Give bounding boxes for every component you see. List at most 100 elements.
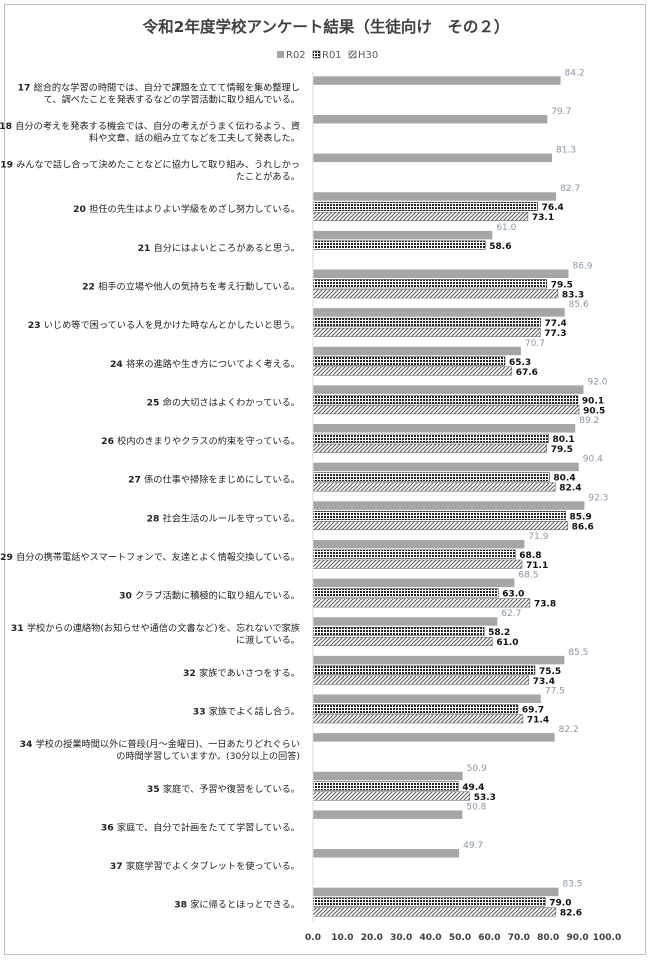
data-label-h30: 73.1 [532, 213, 554, 223]
x-tick-label: 50.0 [449, 933, 471, 943]
x-tick-label: 90.0 [566, 933, 588, 943]
x-tick-label: 40.0 [419, 933, 441, 943]
x-tick-label: 10.0 [331, 933, 353, 943]
category-labels: 17 総合的な学習の時間では、自分で課題を立てて情報を集め整理して、調べたことを… [0, 81, 300, 910]
data-label-r02: 77.5 [545, 687, 565, 697]
category-label: 料や文章、話の組み立てなどを工夫して発表した。 [89, 132, 300, 144]
bar-r02-q34 [313, 733, 555, 742]
x-tick-label: 20.0 [361, 933, 383, 943]
bar-h30-q33 [312, 714, 524, 724]
bar-r02-q25 [313, 385, 584, 394]
category-label: 17 総合的な学習の時間では、自分で課題を立てて情報を集め整理し [18, 81, 300, 93]
chart-title: 令和2年度学校アンケート結果（生徒向け その２） [142, 17, 510, 36]
data-label-h30: 77.3 [544, 329, 566, 339]
data-label-r02: 90.4 [583, 455, 603, 465]
bar-r02-q27 [313, 462, 579, 472]
bar-h30-q30 [312, 598, 531, 608]
data-label-r02: 49.7 [463, 841, 483, 851]
category-label: に渡している。 [236, 634, 300, 646]
data-label-r01: 79.5 [551, 281, 573, 291]
x-tick-label: 60.0 [478, 933, 500, 943]
category-label: て、調べたことを発表するなどの学習活動に取り組んでいる。 [44, 93, 300, 105]
data-label-r01: 65.3 [509, 358, 531, 368]
category-label: 24 将来の進路や生き方についてよく考える。 [110, 358, 300, 370]
data-label-h30: 73.4 [533, 677, 555, 687]
category-label: 35 家庭で、予習や復習をしている。 [147, 783, 300, 795]
bar-r01-q24 [312, 356, 506, 366]
data-label-r02: 61.0 [496, 223, 516, 233]
bar-r02-q19 [313, 153, 553, 163]
bar-r02-q31 [313, 617, 498, 626]
bar-h30-q29 [312, 559, 523, 569]
bar-r02-q36 [313, 810, 463, 819]
data-label-r02: 92.0 [587, 377, 607, 387]
category-label: 30 クラブ活動に積極的に取り組んでいる。 [119, 590, 300, 602]
category-label: たことがある。 [236, 171, 300, 183]
legend: R02 R01 H30 [277, 50, 378, 61]
x-tick-label: 0.0 [305, 933, 321, 943]
category-label: 23 いじめ等で困っている人を見かけた時なんとかしたいと思う。 [28, 319, 300, 331]
x-tick-label: 30.0 [390, 933, 412, 943]
category-label: 33 家族でよく話し合う。 [193, 706, 300, 718]
bar-r01-q32 [312, 665, 536, 675]
bar-h30-q23 [312, 327, 541, 337]
category-label: 38 家に帰るとほっとできる。 [174, 899, 300, 911]
bar-r02-q35 [313, 771, 463, 781]
legend-label-h30: H30 [358, 50, 378, 61]
bar-r01-q31 [312, 626, 485, 636]
bar-r01-q20 [312, 201, 538, 211]
data-label-r02: 83.5 [562, 880, 582, 890]
category-label: 36 家庭で、自分で計画をたてて学習している。 [101, 821, 300, 833]
category-label: 31 学校からの連絡物(お知らせや通信の文書など)を、忘れないで家族 [11, 622, 300, 634]
data-label-h30: 86.6 [572, 522, 594, 532]
data-label-r02: 89.2 [579, 416, 599, 426]
data-label-r02: 85.6 [569, 300, 589, 310]
data-label-h30: 79.5 [551, 445, 573, 455]
data-label-r02: 50.8 [466, 802, 486, 812]
category-label: 34 学校の授業時間以外に普段(月～金曜日)、一日あたりどれぐらい [20, 738, 300, 750]
data-label-r01: 80.1 [552, 435, 574, 445]
bar-r02-q23 [313, 308, 565, 317]
data-label-r02: 71.9 [528, 532, 548, 542]
x-axis: 0.0 10.0 20.0 30.0 40.0 50.0 60.0 70.0 80.0 90.0 1… [305, 72, 621, 943]
category-label: 25 命の大切さはよくわかっている。 [147, 396, 300, 408]
data-label-r01: 58.2 [488, 628, 510, 638]
category-label: 20 担任の先生はよりよい学級をめざし努力している。 [73, 203, 300, 215]
data-label-r02: 82.2 [559, 725, 579, 735]
category-label: の時間学習していますか。(30分以上の回答) [116, 750, 300, 762]
bar-r02-q22 [313, 269, 569, 278]
bar-h30-q24 [312, 366, 512, 376]
data-labels: 84.2 79.7 81.3 82.7 76.473.1 61.0 58.6 86.9 79.5… [462, 68, 608, 918]
data-label-r01: 79.0 [549, 899, 571, 909]
bar-h30-q32 [312, 675, 530, 685]
data-label-r02: 70.7 [525, 339, 545, 349]
category-label: 37 家庭学習でよくタブレットを使っている。 [110, 860, 300, 872]
bar-r02-q37 [313, 849, 460, 858]
data-label-h30: 73.8 [534, 600, 556, 610]
x-tick-label: 100.0 [593, 933, 621, 943]
data-label-h30: 61.0 [496, 638, 518, 648]
bar-r01-q35 [312, 781, 459, 791]
data-label-r02: 68.5 [518, 571, 538, 581]
data-label-r01: 58.6 [489, 242, 511, 252]
bar-h30-q31 [312, 636, 493, 646]
data-label-r02: 50.9 [467, 764, 487, 774]
data-label-r02: 86.9 [572, 262, 592, 272]
data-label-r01: 49.4 [462, 783, 484, 793]
bar-r02-q33 [313, 694, 541, 703]
data-label-r01: 85.9 [570, 512, 592, 522]
bar-r02-q18 [313, 114, 548, 124]
bar-r01-q33 [312, 704, 519, 714]
category-label: 26 校内のきまりやクラスの約束を守っている。 [101, 435, 300, 447]
legend-label-r02: R02 [286, 50, 306, 61]
bar-r02-q38 [313, 887, 559, 897]
category-label: 32 家族であいさつをする。 [183, 667, 300, 679]
bar-r02-q29 [313, 539, 525, 549]
data-label-r01: 77.4 [545, 319, 567, 329]
data-label-r01: 75.5 [539, 667, 561, 677]
data-label-r02: 79.7 [551, 107, 571, 117]
category-label: 21 自分にはよいところがあると思う。 [138, 242, 300, 254]
bar-h30-q20 [312, 211, 529, 221]
data-label-r02: 62.7 [501, 609, 521, 619]
bar-r01-q38 [312, 897, 546, 907]
